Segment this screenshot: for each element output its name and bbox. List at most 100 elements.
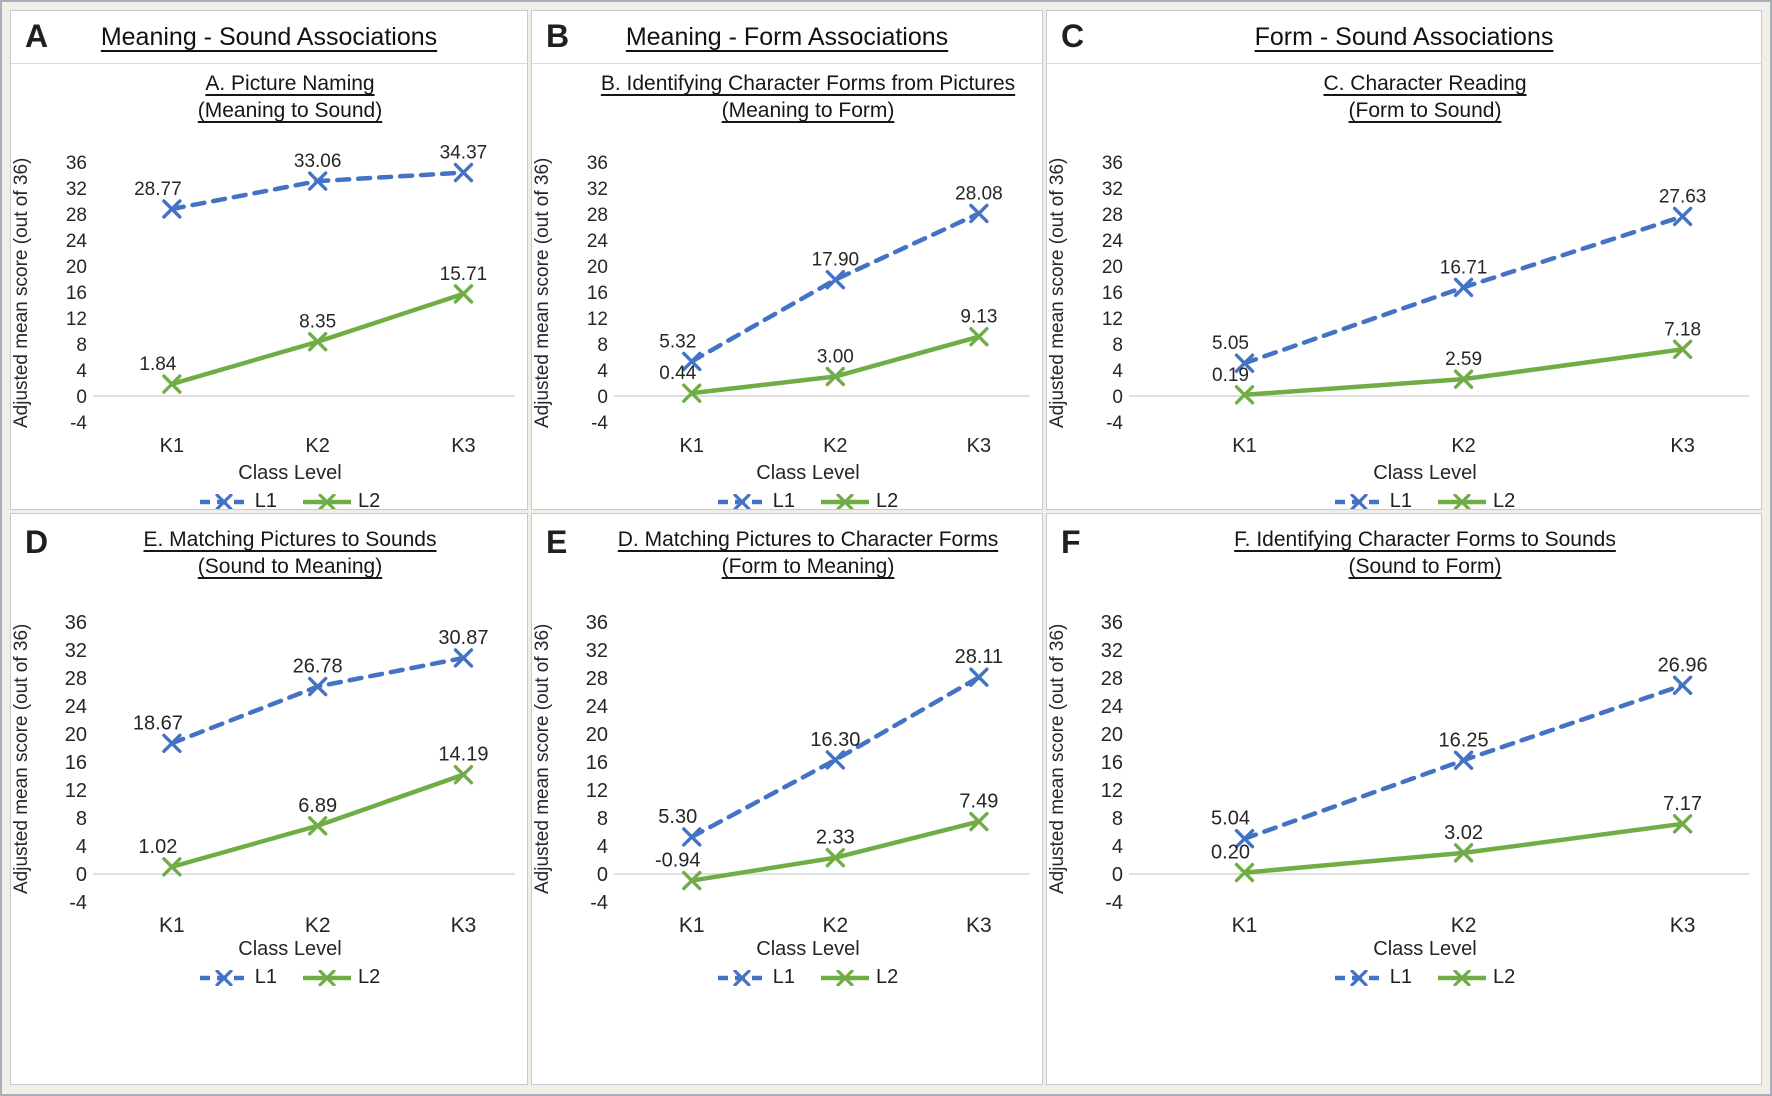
chart-plot-d: 36 32 28 24 20 16 12 8 4 0 -4 K1 K2 K3 18.67 26.78 30.87… [65, 612, 515, 937]
data-point-label: 28.08 [955, 183, 1003, 204]
data-point-label: 5.05 [1212, 333, 1249, 354]
x-axis-title: Class Level [1373, 938, 1477, 960]
y-tick-label: 12 [1102, 309, 1123, 330]
y-tick-label: 8 [76, 808, 87, 830]
y-tick-label: 0 [1112, 387, 1123, 408]
y-tick-label: 20 [66, 257, 87, 278]
legend-e: L1 L2 [574, 966, 1042, 989]
y-axis-title: Adjusted mean score (out of 36) [1047, 157, 1068, 429]
y-tick-label: 4 [76, 836, 87, 858]
legend-label-l2: L2 [358, 490, 381, 510]
l1-line-marker-icon [717, 969, 766, 986]
data-point-label: 33.06 [294, 151, 342, 172]
y-tick-label: 4 [1112, 361, 1123, 382]
chart-title-line2: (Form to Sound) [1348, 99, 1502, 122]
y-tick-label: 12 [66, 309, 87, 330]
data-point-label: 5.04 [1211, 808, 1250, 830]
legend-item-l2: L2 [303, 490, 381, 510]
group-title-b: Meaning - Form Associations [625, 23, 949, 51]
legend-item-l2: L2 [821, 966, 898, 989]
legend-label-l2: L2 [876, 490, 899, 510]
x-data-point-marker [307, 676, 328, 697]
data-point-label: 5.30 [658, 806, 697, 828]
data-point-label: -0.94 [655, 850, 701, 872]
data-point-label: 6.89 [298, 795, 337, 817]
panel-d: D E. Matching Pictures to Sounds (Sound … [10, 513, 528, 1085]
category-label: K1 [159, 914, 185, 937]
x-axis-title: Class Level [238, 938, 342, 960]
y-tick-label: 4 [597, 361, 608, 382]
y-tick-label: 0 [76, 864, 87, 886]
y-axis-title: Adjusted mean score (out of 36) [11, 623, 32, 895]
x-data-point-marker [1234, 353, 1255, 373]
chart-title-line1: C. Character Reading [1323, 72, 1527, 95]
legend-item-l1: L1 [199, 490, 277, 509]
x-data-point-marker [682, 383, 702, 403]
y-tick-label: -4 [590, 892, 608, 914]
panel-letter-f: F [1061, 524, 1081, 560]
y-tick-label: 16 [65, 752, 87, 774]
x-data-point-marker [1672, 675, 1693, 695]
y-axis-title: Adjusted mean score (out of 36) [532, 623, 553, 895]
y-tick-label: 8 [1112, 335, 1123, 356]
x-axis-title: Class Level [1373, 462, 1477, 484]
x-data-point-marker [453, 648, 474, 668]
category-label: K2 [822, 914, 848, 937]
chart-plot-c: 36 32 28 24 20 16 12 8 4 0 -4 K1 K2 K3 5.05 16.71 27.63 0… [1102, 153, 1749, 457]
x-data-point-marker [1234, 385, 1255, 405]
legend-x-marker [1350, 493, 1368, 509]
x-data-point-marker [162, 857, 182, 877]
x-data-point-marker [453, 764, 474, 785]
y-tick-label: 20 [586, 724, 608, 746]
data-point-label: 2.33 [816, 827, 855, 849]
y-tick-label: 12 [586, 780, 608, 802]
panel-e: E D. Matching Pictures to Character Form… [531, 513, 1043, 1085]
panel-a: A Meaning - Sound Associations A. Pictur… [10, 10, 528, 510]
y-tick-label: 32 [1102, 179, 1123, 200]
x-data-point-marker [1453, 843, 1474, 863]
category-label: K3 [1670, 435, 1694, 457]
y-tick-label: 24 [587, 231, 609, 252]
x-data-point-marker [969, 811, 989, 832]
legend-label-l2: L2 [358, 966, 381, 988]
chart-c: C. Character Reading (Form to Sound) Adj… [1047, 64, 1761, 509]
x-data-point-marker [307, 171, 328, 191]
legend-label-l1: L1 [1389, 966, 1412, 988]
panel-letter-a: A [25, 18, 49, 54]
l2-line-marker-icon [1438, 493, 1486, 509]
y-axis-title: Adjusted mean score (out of 36) [11, 157, 32, 429]
panel-letter-b: B [546, 18, 570, 54]
legend-item-l1: L1 [1334, 490, 1412, 509]
l2-line-marker-icon [303, 969, 351, 986]
data-point-label: 34.37 [440, 143, 488, 164]
x-data-point-marker [453, 284, 474, 304]
data-point-label: 5.32 [659, 331, 696, 352]
legend-x-marker [318, 969, 336, 986]
y-tick-label: 8 [597, 808, 608, 830]
group-title-c: Form - Sound Associations [1254, 23, 1554, 51]
y-tick-label: 16 [587, 283, 608, 304]
data-point-label: 30.87 [438, 627, 488, 649]
y-tick-label: 32 [65, 640, 87, 662]
panel-c-header: C Form - Sound Associations [1047, 11, 1761, 64]
y-tick-label: 12 [587, 309, 608, 330]
series-line-L2 [169, 772, 466, 870]
legend-x-marker [1453, 493, 1471, 509]
category-label: K2 [1451, 435, 1475, 457]
chart-a: A. Picture Naming (Meaning to Sound) Adj… [11, 64, 527, 510]
y-tick-label: 0 [1112, 864, 1123, 886]
chart-d: E. Matching Pictures to Sounds (Sound to… [11, 514, 527, 1084]
y-tick-label: 24 [586, 696, 608, 718]
x-data-point-marker [1453, 750, 1474, 770]
l2-line-marker-icon [821, 493, 869, 509]
legend-label-l1: L1 [254, 966, 277, 988]
y-tick-label: 36 [1102, 153, 1123, 174]
y-tick-label: 28 [586, 668, 608, 690]
chart-title-f: F. Identifying Character Forms to Sounds… [1089, 526, 1761, 580]
x-data-point-marker [825, 366, 846, 387]
plot-row-b: Adjusted mean score (out of 36) 36 32 28 24… [532, 128, 1042, 458]
series-line-L2 [169, 291, 466, 387]
panel-letter-c: C [1061, 18, 1085, 54]
data-point-label: 16.30 [810, 729, 860, 751]
